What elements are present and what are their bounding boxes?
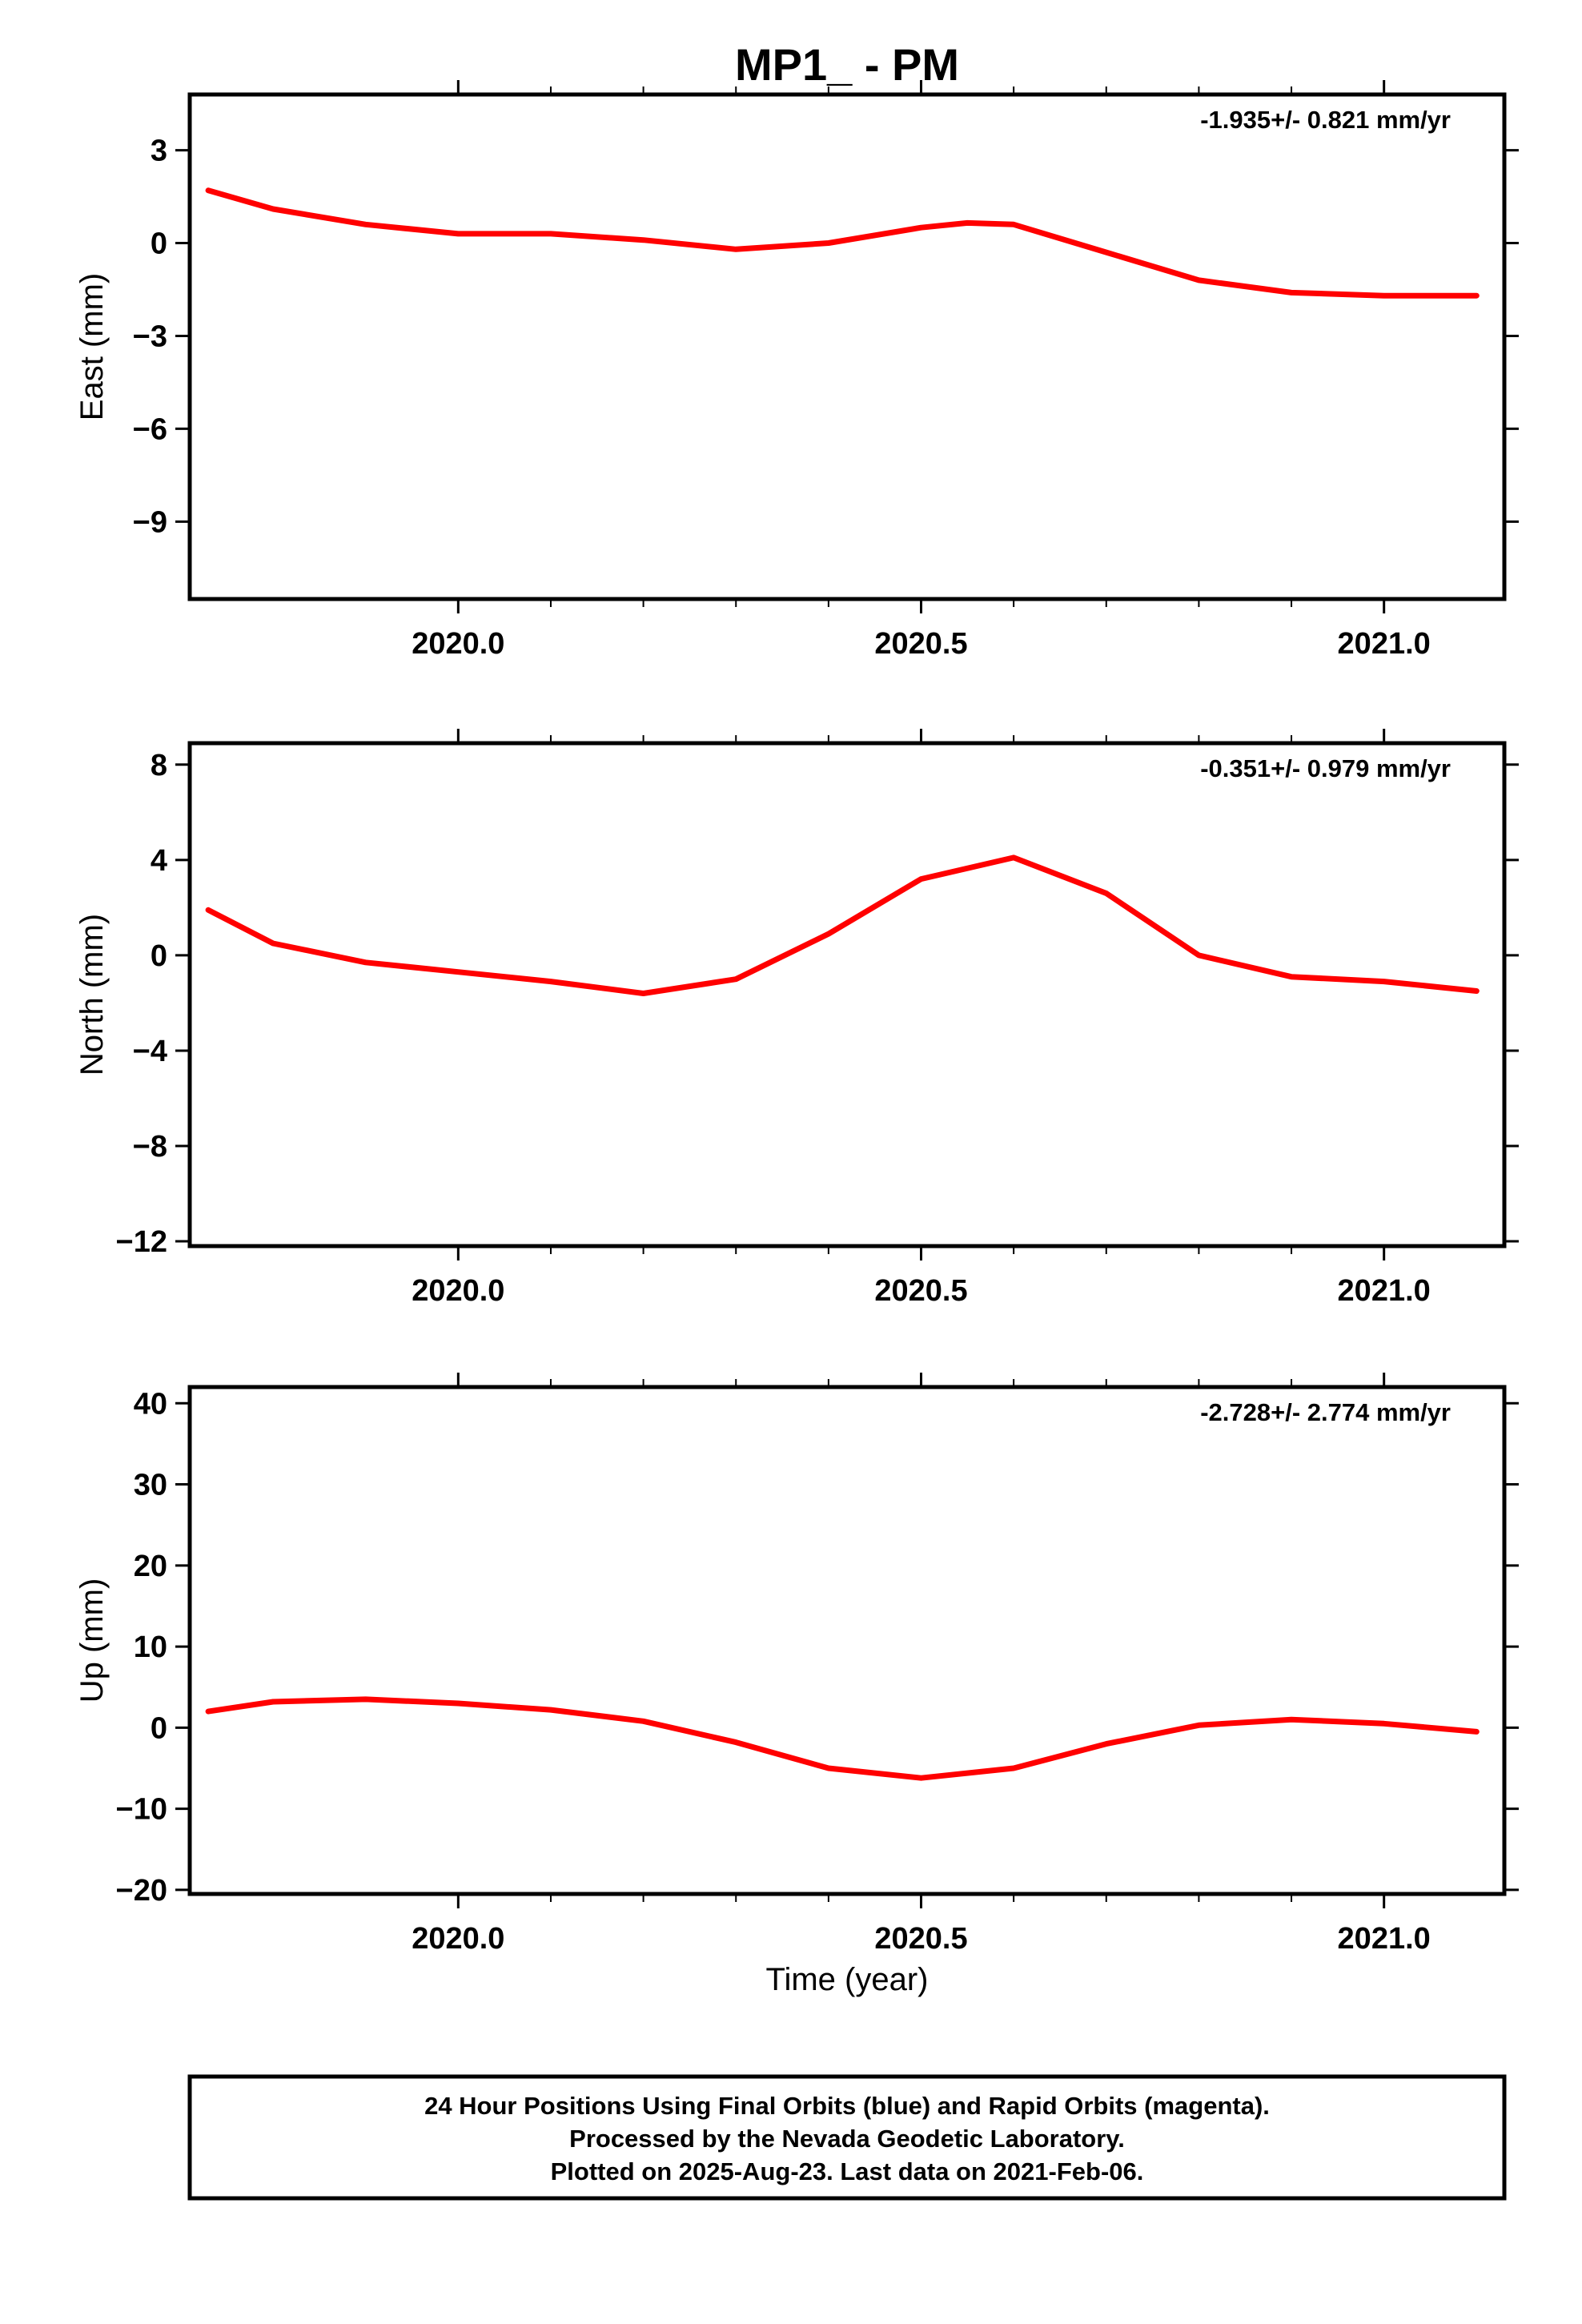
east-y-tick-label: −3 xyxy=(133,320,167,353)
up-x-tick-label: 2020.5 xyxy=(874,1922,967,1956)
x-axis-label: Time (year) xyxy=(766,1962,929,1997)
footer-box: 24 Hour Positions Using Final Orbits (bl… xyxy=(187,2074,1507,2201)
east-y-tick-label: −9 xyxy=(133,505,167,539)
east-panel: 2020.0 2020.5 2021.0 3 0 −3 −6 −9 -1.935+/- 0.82… xyxy=(74,80,1519,661)
east-x-tick-label: 2020.0 xyxy=(412,627,504,661)
east-model-fit-line xyxy=(205,187,1480,299)
up-y-tick-label: 10 xyxy=(134,1630,167,1664)
footer-line-3: Plotted on 2025-Aug-23. Last data on 202… xyxy=(551,2157,1144,2185)
north-x-tick-label: 2020.5 xyxy=(874,1274,967,1308)
east-y-axis-label: East (mm) xyxy=(74,273,110,420)
up-y-tick-label: −10 xyxy=(116,1793,167,1827)
up-y-tick-label: −20 xyxy=(116,1874,167,1908)
north-y-tick-label: −4 xyxy=(133,1035,167,1068)
north-y-tick-label: 4 xyxy=(151,844,167,878)
north-x-tick-label: 2021.0 xyxy=(1338,1274,1431,1308)
east-x-tick-label: 2021.0 xyxy=(1338,627,1431,661)
north-y-tick-label: 0 xyxy=(151,939,167,973)
up-x-tick-label: 2021.0 xyxy=(1338,1922,1431,1956)
north-y-tick-label: −8 xyxy=(133,1130,167,1164)
north-model-fit-line xyxy=(205,854,1480,996)
up-y-axis-label: Up (mm) xyxy=(74,1578,110,1703)
up-y-tick-label: 20 xyxy=(134,1550,167,1583)
up-y-tick-label: 40 xyxy=(134,1387,167,1421)
north-x-tick-label: 2020.0 xyxy=(412,1274,504,1308)
north-plot-frame xyxy=(187,741,1507,1248)
up-panel: 2020.0 2020.5 2021.0 40 30 20 10 0 −10 −20 -2.728+… xyxy=(74,1373,1519,1956)
north-y-tick-label: −12 xyxy=(116,1225,167,1259)
east-y-tick-label: −6 xyxy=(133,412,167,446)
up-plot-frame xyxy=(187,1385,1507,1896)
north-y-axis-label: North (mm) xyxy=(74,914,110,1076)
east-y-tick-label: 3 xyxy=(151,135,167,168)
north-y-tick-label: 8 xyxy=(151,749,167,782)
east-y-tick-label: 0 xyxy=(151,227,167,261)
figure-title: MP1_ - PM xyxy=(735,39,959,90)
north-rate-label: -0.351+/- 0.979 mm/yr xyxy=(1200,754,1451,782)
footer-line-2: Processed by the Nevada Geodetic Laborat… xyxy=(569,2125,1125,2153)
up-model-fit-line xyxy=(205,1696,1480,1781)
footer-line-1: 24 Hour Positions Using Final Orbits (bl… xyxy=(424,2092,1270,2120)
up-rate-label: -2.728+/- 2.774 mm/yr xyxy=(1200,1398,1451,1426)
up-x-tick-label: 2020.0 xyxy=(412,1922,504,1956)
east-plot-frame xyxy=(187,92,1507,601)
east-rate-label: -1.935+/- 0.821 mm/yr xyxy=(1200,106,1451,134)
north-panel: 2020.0 2020.5 2021.0 8 4 0 −4 −8 −12 -0.351+/- 0.… xyxy=(74,729,1519,1308)
east-x-tick-label: 2020.5 xyxy=(874,627,967,661)
up-y-tick-label: 30 xyxy=(134,1469,167,1502)
up-y-tick-label: 0 xyxy=(151,1711,167,1745)
